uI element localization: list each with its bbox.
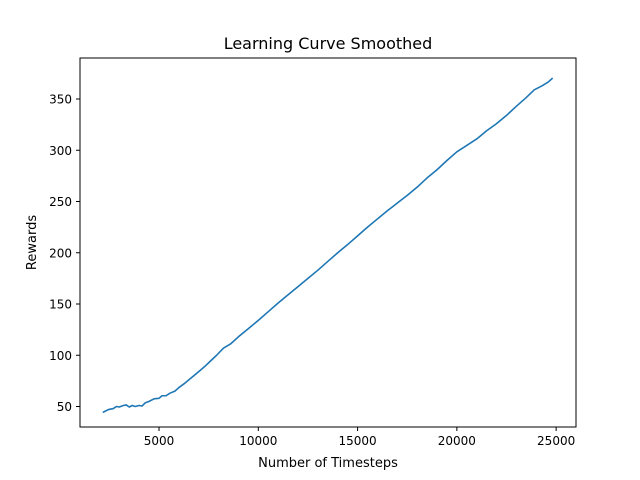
x-tick-label: 25000 bbox=[537, 434, 575, 448]
y-tick-label: 100 bbox=[49, 349, 72, 363]
x-axis-label: Number of Timesteps bbox=[258, 456, 398, 471]
chart-title: Learning Curve Smoothed bbox=[224, 34, 433, 53]
y-axis: 50 100 150 200 250 300 350 bbox=[49, 93, 80, 414]
x-tick-label: 20000 bbox=[438, 434, 476, 448]
x-tick-label: 10000 bbox=[239, 434, 277, 448]
y-tick-label: 250 bbox=[49, 195, 72, 209]
y-tick-label: 50 bbox=[57, 400, 72, 414]
plot-area bbox=[79, 57, 577, 428]
y-axis-label: Rewards bbox=[25, 215, 40, 270]
y-tick-label: 350 bbox=[49, 93, 72, 107]
y-tick-label: 200 bbox=[49, 246, 72, 260]
rewards-line bbox=[102, 77, 553, 413]
y-tick-label: 300 bbox=[49, 144, 72, 158]
x-axis: 5000 10000 15000 20000 25000 bbox=[144, 427, 575, 448]
y-tick-label: 150 bbox=[49, 298, 72, 312]
x-tick-label: 15000 bbox=[338, 434, 376, 448]
x-tick-label: 5000 bbox=[144, 434, 175, 448]
